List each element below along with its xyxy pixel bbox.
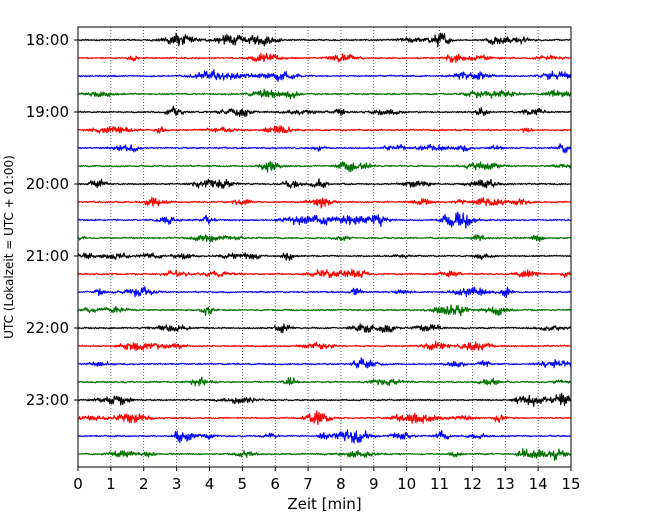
x-tick-label: 1: [106, 475, 116, 493]
trace-2200: [77, 323, 572, 334]
x-tick-label: 5: [238, 475, 248, 493]
y-tick-label: 19:00: [26, 103, 69, 121]
trace-1900: [77, 105, 572, 118]
trace-group: [77, 32, 572, 461]
trace-2245: [77, 376, 572, 387]
x-tick-label: 7: [303, 475, 313, 493]
y-axis-title: UTC (Lokalzeit = UTC + 01:00): [2, 155, 16, 339]
trace-2230: [77, 357, 572, 369]
trace-1930: [77, 143, 572, 154]
trace-1800: [77, 32, 572, 48]
trace-2300: [77, 392, 572, 407]
x-axis-ticks: 0 1 2 3 4 5 6 7 8 9 10 11 12 13 14 15: [73, 467, 581, 493]
trace-2000: [77, 178, 572, 189]
trace-1845: [77, 88, 572, 100]
x-tick-label: 6: [270, 475, 280, 493]
trace-2100: [77, 252, 572, 261]
x-axis-title: Zeit [min]: [287, 495, 361, 513]
y-tick-label: 18:00: [26, 31, 69, 49]
trace-2015: [77, 196, 572, 209]
y-tick-label: 23:00: [26, 391, 69, 409]
trace-2145: [77, 304, 572, 317]
trace-2315: [77, 410, 572, 426]
x-tick-label: 12: [463, 475, 482, 493]
x-tick-label: 15: [561, 475, 580, 493]
trace-2330: [77, 429, 572, 444]
x-tick-label: 8: [336, 475, 346, 493]
x-tick-label: 3: [172, 475, 182, 493]
x-tick-label: 11: [430, 475, 449, 493]
trace-1830: [77, 69, 572, 82]
trace-2030: [77, 211, 572, 229]
trace-2045: [77, 234, 572, 243]
trace-1815: [77, 52, 572, 64]
trace-2130: [77, 285, 572, 298]
x-tick-label: 9: [369, 475, 379, 493]
trace-2115: [77, 268, 572, 279]
y-tick-label: 20:00: [26, 175, 69, 193]
trace-2215: [77, 340, 572, 352]
grid-lines: [110, 27, 539, 467]
x-tick-label: 14: [529, 475, 548, 493]
plot-frame: [77, 26, 572, 468]
x-tick-label: 4: [205, 475, 215, 493]
trace-1915: [77, 125, 572, 134]
trace-2345: [77, 447, 572, 461]
y-tick-label: 22:00: [26, 319, 69, 337]
x-tick-label: 2: [139, 475, 149, 493]
trace-1945: [77, 160, 572, 173]
x-tick-label: 0: [73, 475, 83, 493]
y-tick-label: 21:00: [26, 247, 69, 265]
x-tick-label: 13: [496, 475, 515, 493]
x-tick-label: 10: [397, 475, 416, 493]
y-axis-ticks: 18:00 19:00 20:00 21:00 22:00 23:00: [26, 31, 78, 409]
